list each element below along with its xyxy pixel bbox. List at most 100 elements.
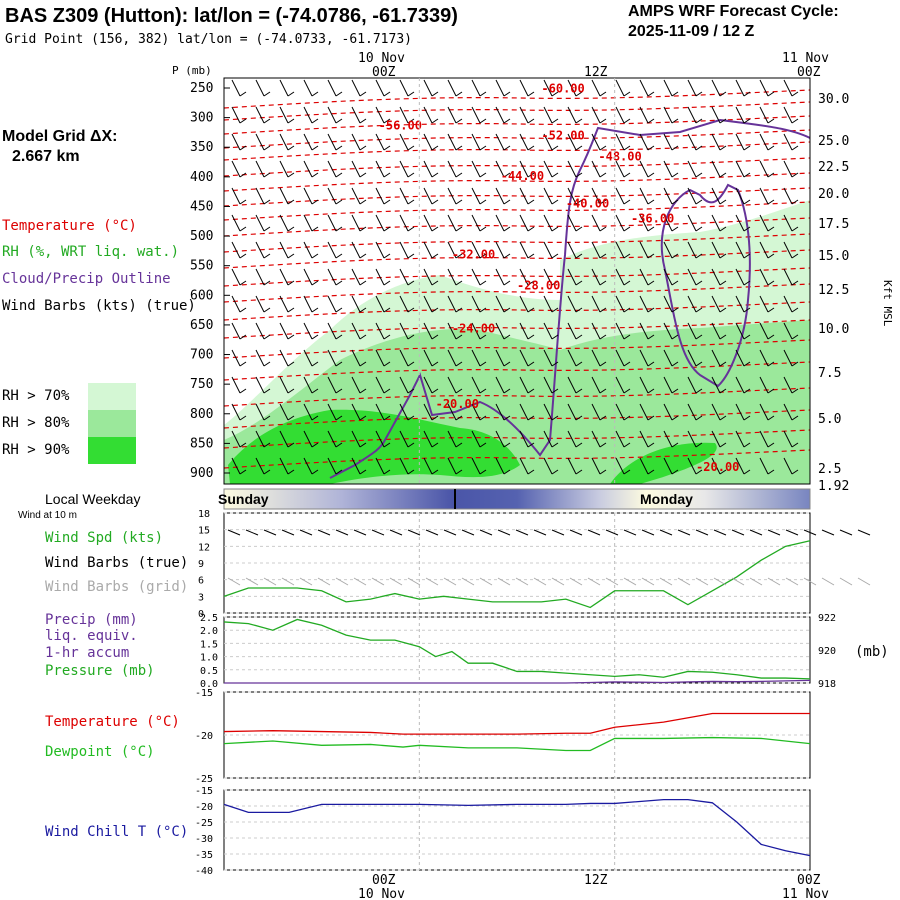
wind-barb [375, 322, 391, 340]
wind-barb-staff [255, 457, 265, 475]
wind-barb-flag [695, 172, 703, 178]
wind-barb-flag [743, 118, 751, 124]
wind-barb [759, 457, 775, 475]
wind-barb-flag [623, 334, 631, 340]
wind-barb-staff [663, 376, 673, 394]
wind-barb [663, 376, 679, 394]
isotherm-label: -40.00 [566, 197, 609, 211]
pressure-tick-label: 350 [190, 140, 213, 155]
wind-barb [687, 187, 703, 205]
wind-barb-staff [471, 268, 481, 286]
wind-barb-staff [735, 241, 745, 259]
wind-barb-staff [615, 376, 625, 394]
wind-barb-staff [447, 133, 457, 151]
rh90-region-right [610, 442, 717, 484]
wind-barb-staff [423, 79, 433, 97]
wind-barb-staff [639, 79, 649, 97]
wind-barb [423, 160, 439, 178]
wind-barb-staff [279, 349, 289, 367]
wind-barb-grid [749, 577, 763, 586]
wind-barb-flag [431, 172, 439, 178]
wind-chill-tick-label: -40 [195, 866, 213, 877]
wind-barb-staff [279, 187, 289, 205]
wind-barb-flag [311, 91, 319, 97]
wind-barb-staff [783, 106, 793, 124]
wind-barb-flag [287, 145, 295, 151]
wind-barb-staff [447, 430, 457, 448]
wind-barb [615, 457, 631, 475]
wind-barb-true [497, 529, 511, 536]
wind-barb-staff [375, 187, 385, 205]
wind-barb-flag [431, 118, 439, 124]
wind-chill-tick-label: -30 [195, 834, 213, 845]
wind-barb-staff [639, 295, 649, 313]
wind-barb-staff [759, 349, 769, 367]
wind-barb-staff [591, 241, 601, 259]
wind-barb [303, 349, 319, 367]
wind-barb-staff [663, 214, 673, 232]
wind-barb [687, 160, 703, 178]
wind-barb-flag [695, 253, 703, 259]
pressure-tick-label: 400 [190, 170, 213, 185]
wind-barb-flag [335, 442, 343, 448]
pressure-axis-title: P (mb) [172, 64, 212, 77]
wind-barb-flag [599, 118, 607, 124]
wind-barb-flag [455, 469, 463, 475]
wind-barb-staff [591, 430, 601, 448]
wind-barb-staff [735, 430, 745, 448]
wind-barb-staff [471, 457, 481, 475]
wind-barb-flag [575, 172, 583, 178]
wind-barb-flag [743, 334, 751, 340]
wind-barb-staff [543, 187, 553, 205]
wind-barb [567, 322, 583, 340]
wind-barb-flag [623, 118, 631, 124]
wind-barb-staff [519, 268, 529, 286]
wind-barb-staff [543, 322, 553, 340]
wind-barb-flag [623, 361, 631, 367]
altitude-tick-label: 22.5 [818, 160, 849, 175]
wind-barb [687, 403, 703, 421]
wind-barb [735, 241, 751, 259]
wind-barb-flag [239, 415, 247, 421]
wind-barb-staff [783, 322, 793, 340]
wind-barb-staff [447, 241, 457, 259]
wind-barb-staff [615, 133, 625, 151]
wind-barb-flag [719, 145, 727, 151]
wind-barb [327, 403, 343, 421]
wind-barb-flag [599, 361, 607, 367]
wind-barb [711, 322, 727, 340]
weekday-monday: Monday [640, 491, 693, 507]
wind-barb-flag [695, 199, 703, 205]
wind-barb-staff [447, 79, 457, 97]
wind-barb-staff [543, 349, 553, 367]
wind-barb [759, 133, 775, 151]
wind-barb-flag [335, 388, 343, 394]
wind-barb [687, 133, 703, 151]
isotherm-label: -32.00 [452, 248, 495, 262]
wind-barb-staff [231, 79, 241, 97]
wind-barb-flag [743, 199, 751, 205]
wind-barb [519, 106, 535, 124]
wind-barb-flag [239, 199, 247, 205]
wind-barb-staff [567, 322, 577, 340]
wind-barb [639, 79, 655, 97]
wind-barb-staff [327, 349, 337, 367]
wind-barb-true [407, 529, 421, 536]
wind-barb [279, 457, 295, 475]
pressure-label: Pressure (mb) [45, 663, 155, 679]
wind-barb-staff [687, 430, 697, 448]
wind-barb-staff [711, 295, 721, 313]
wind-barb [783, 376, 799, 394]
wind-barb-flag [599, 415, 607, 421]
wind-barb-flag [383, 334, 391, 340]
pressure-tick-label: 500 [190, 229, 213, 244]
wind-barbs-true-label: Wind Barbs (true) [45, 555, 189, 571]
wind-barb-flag [575, 118, 583, 124]
wind-barb-staff [543, 295, 553, 313]
wind-barb [519, 187, 535, 205]
wind-barb-flag [767, 253, 775, 259]
wind-chill-tick-label: -20 [195, 802, 213, 813]
wind-barb-flag [359, 226, 367, 232]
wind-barb [663, 322, 679, 340]
wind-barb-flag [335, 172, 343, 178]
